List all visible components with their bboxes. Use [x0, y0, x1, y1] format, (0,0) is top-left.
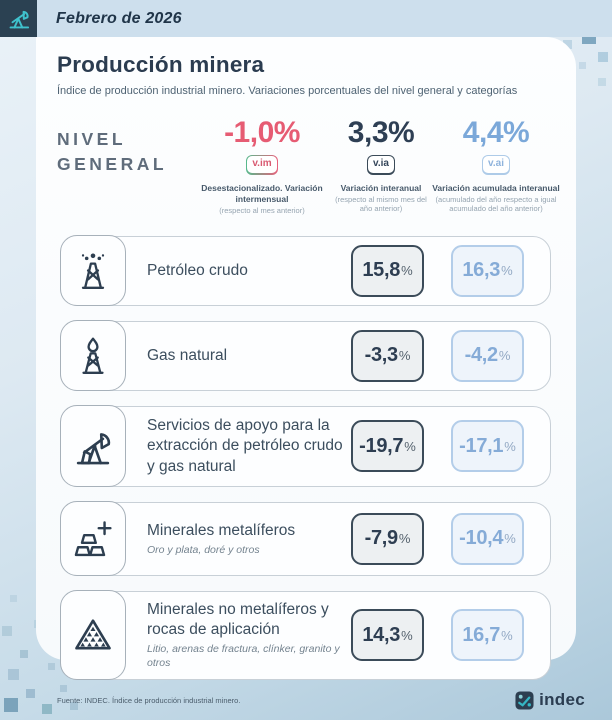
via-value: -3,3 [364, 344, 399, 367]
stat-desc-vai: Variación acumulada interanual [432, 182, 560, 193]
stat-desc-via: Variación interanual [340, 182, 422, 193]
header-band: Febrero de 2026 [0, 0, 612, 37]
vai-value-box: -17,1% [451, 420, 524, 473]
nivel-general-section: NIVEL GENERAL -1,0% v.im Desestacionaliz… [57, 117, 560, 215]
row-text: Gas natural [147, 346, 351, 366]
via-value: -19,7 [359, 434, 404, 457]
page-title: Producción minera [57, 52, 265, 77]
stat-value-vai: 4,4% [462, 116, 530, 149]
percent-sign: % [501, 627, 513, 643]
stat-desc-light-vim: (respecto al mes anterior) [219, 205, 305, 215]
via-value-box: -3,3% [351, 329, 424, 382]
row-gas-natural: Gas natural -3,3% -4,2% [59, 320, 551, 392]
percent-sign: % [398, 531, 411, 547]
row-text: Servicios de apoyo para la extracción de… [147, 416, 351, 476]
via-badge: v.ia [366, 154, 396, 175]
pumpjack-icon [59, 405, 126, 488]
gold-bars-icon [59, 501, 126, 577]
stat-desc-light-vai: (acumulado del año respecto a igual acum… [435, 194, 557, 213]
stat-acumulada: 4,4% v.ai Variación acumulada interanual… [432, 117, 560, 215]
vai-value-box: -4,2% [451, 329, 524, 382]
vai-value: -10,4 [459, 527, 504, 550]
gravel-pile-icon [59, 590, 126, 681]
nivel-general-label: NIVEL GENERAL [57, 117, 194, 215]
main-card: Producción minera Índice de producción i… [36, 37, 576, 681]
indec-logo-icon [515, 690, 534, 710]
via-value: -7,9 [364, 527, 399, 550]
percent-sign: % [404, 438, 416, 454]
row-text: Minerales metalíferos Oro y plata, doré … [147, 521, 351, 558]
vai-value-box: -10,4% [451, 512, 524, 565]
via-value: 15,8 [362, 259, 401, 282]
page-subtitle: Índice de producción industrial minero. … [57, 85, 518, 97]
via-value-box: 15,8% [351, 244, 424, 297]
pumpjack-logo-icon [0, 0, 37, 37]
row-minerales-no-metaliferos: Minerales no metalíferos y rocas de apli… [59, 590, 551, 681]
nivel-label-line2: GENERAL [57, 153, 168, 174]
vai-value: 16,7 [462, 623, 501, 646]
category-name: Gas natural [147, 346, 228, 364]
row-text: Minerales no metalíferos y rocas de apli… [147, 600, 351, 671]
vai-badge-label: v.ai [483, 156, 509, 173]
via-value-box: -19,7% [351, 420, 424, 473]
vim-badge-label: v.im [247, 156, 277, 173]
category-name: Petróleo crudo [147, 261, 248, 279]
category-detail: Oro y plata, doré y otros [147, 543, 260, 556]
vim-badge: v.im [245, 154, 279, 175]
vai-value: -4,2 [464, 344, 499, 367]
nivel-label-line1: NIVEL [57, 129, 127, 149]
category-detail: Litio, arenas de fractura, clínker, gran… [147, 643, 340, 669]
via-value: 14,3 [362, 623, 401, 646]
row-servicios-apoyo: Servicios de apoyo para la extracción de… [59, 405, 551, 488]
report-date: Febrero de 2026 [56, 9, 182, 27]
oil-derrick-icon [59, 235, 126, 307]
percent-sign: % [498, 348, 511, 364]
vai-value-box: 16,7% [451, 609, 524, 662]
percent-sign: % [504, 531, 516, 547]
source-note: Fuente: INDEC. Índice de producción indu… [57, 695, 241, 705]
category-name: Minerales metalíferos [147, 521, 296, 539]
percent-sign: % [401, 263, 413, 279]
stat-desc-vim: Desestacionalizado. Variación intermensu… [201, 182, 323, 204]
vai-value: -17,1 [459, 434, 504, 457]
row-text: Petróleo crudo [147, 261, 351, 281]
via-value-box: 14,3% [351, 609, 424, 662]
vai-value: 16,3 [462, 259, 501, 282]
stat-value-via: 3,3% [347, 116, 415, 149]
stat-desc-light-via: (respecto al mismo mes del año anterior) [335, 194, 427, 213]
via-value-box: -7,9% [351, 512, 424, 565]
percent-sign: % [398, 348, 411, 364]
category-name: Servicios de apoyo para la extracción de… [147, 417, 343, 475]
row-minerales-metaliferos: Minerales metalíferos Oro y plata, doré … [59, 501, 551, 577]
percent-sign: % [501, 263, 513, 279]
vai-badge: v.ai [481, 154, 511, 175]
percent-sign: % [401, 627, 413, 643]
category-rows: Petróleo crudo 15,8% 16,3% Gas natural -… [59, 235, 551, 681]
stat-value-vim: -1,0% [224, 116, 300, 149]
via-badge-label: v.ia [368, 156, 394, 173]
category-name: Minerales no metalíferos y rocas de apli… [147, 600, 329, 639]
brand-name: indec [539, 690, 585, 709]
indec-logo: indec [515, 690, 585, 710]
gas-flare-icon [59, 320, 126, 392]
footer: Fuente: INDEC. Índice de producción indu… [57, 690, 585, 710]
nivel-general-stats: -1,0% v.im Desestacionalizado. Variación… [194, 117, 560, 215]
row-petroleo-crudo: Petróleo crudo 15,8% 16,3% [59, 235, 551, 307]
stat-interanual: 3,3% v.ia Variación interanual (respecto… [330, 117, 432, 215]
stat-intermensual: -1,0% v.im Desestacionalizado. Variación… [194, 117, 330, 215]
vai-value-box: 16,3% [451, 244, 524, 297]
percent-sign: % [504, 438, 516, 454]
